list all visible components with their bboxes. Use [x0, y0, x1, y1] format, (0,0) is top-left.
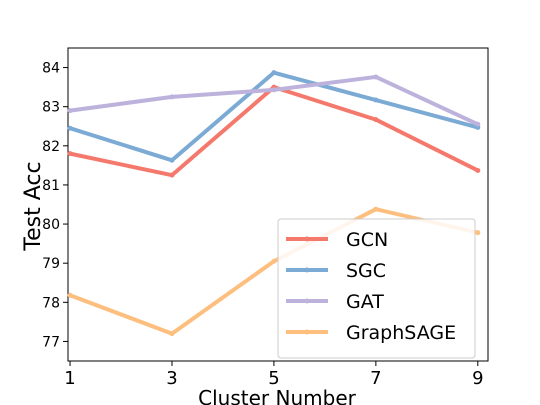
y-axis: 77 78 79 80 81 82 83 84	[42, 61, 68, 350]
data-point	[169, 94, 175, 100]
x-tick-label: 7	[370, 368, 381, 389]
data-point	[373, 97, 379, 103]
series-layer	[67, 70, 481, 337]
data-point	[373, 74, 379, 80]
data-point	[271, 258, 277, 264]
x-tick-label: 3	[166, 368, 177, 389]
y-tick-label: 80	[42, 217, 60, 233]
y-tick-label: 79	[42, 256, 60, 272]
legend-label: GCN	[346, 229, 388, 251]
data-point	[475, 121, 481, 127]
legend-marker	[304, 298, 310, 304]
x-axis-title: Cluster Number	[198, 386, 356, 405]
series-line-gcn	[69, 85, 479, 178]
legend-marker	[304, 329, 310, 335]
data-point	[67, 151, 73, 157]
legend-marker	[304, 236, 310, 242]
y-tick-label: 78	[42, 295, 60, 311]
data-point	[271, 87, 277, 93]
series-line-gat	[69, 74, 479, 127]
y-tick-label: 81	[42, 178, 60, 194]
legend-label: GraphSAGE	[346, 322, 456, 344]
y-axis-title: Test Acc	[21, 161, 46, 251]
data-point	[169, 331, 175, 337]
y-tick-label: 77	[42, 334, 60, 350]
data-point	[373, 206, 379, 212]
x-tick-label: 9	[472, 368, 483, 389]
legend-box	[277, 218, 476, 359]
data-point	[67, 108, 73, 114]
data-point	[169, 157, 175, 163]
plot-frame	[67, 47, 489, 362]
legend-marker	[304, 267, 310, 273]
data-point	[169, 172, 175, 178]
data-point	[67, 125, 73, 131]
data-point	[373, 117, 379, 123]
x-tick-label: 5	[268, 368, 279, 389]
data-point	[475, 167, 481, 173]
x-tick-label: 1	[64, 368, 75, 389]
legend: GCN SGC GAT GraphSAGE	[277, 218, 476, 359]
legend-label: GAT	[346, 291, 384, 313]
x-axis: 1 3 5 7 9	[64, 361, 484, 389]
data-point	[475, 230, 481, 236]
y-tick-label: 84	[42, 61, 60, 77]
legend-label: SGC	[346, 260, 386, 282]
y-tick-label: 83	[42, 100, 60, 116]
data-point	[67, 292, 73, 298]
data-point	[271, 70, 277, 76]
y-tick-label: 82	[42, 139, 60, 155]
